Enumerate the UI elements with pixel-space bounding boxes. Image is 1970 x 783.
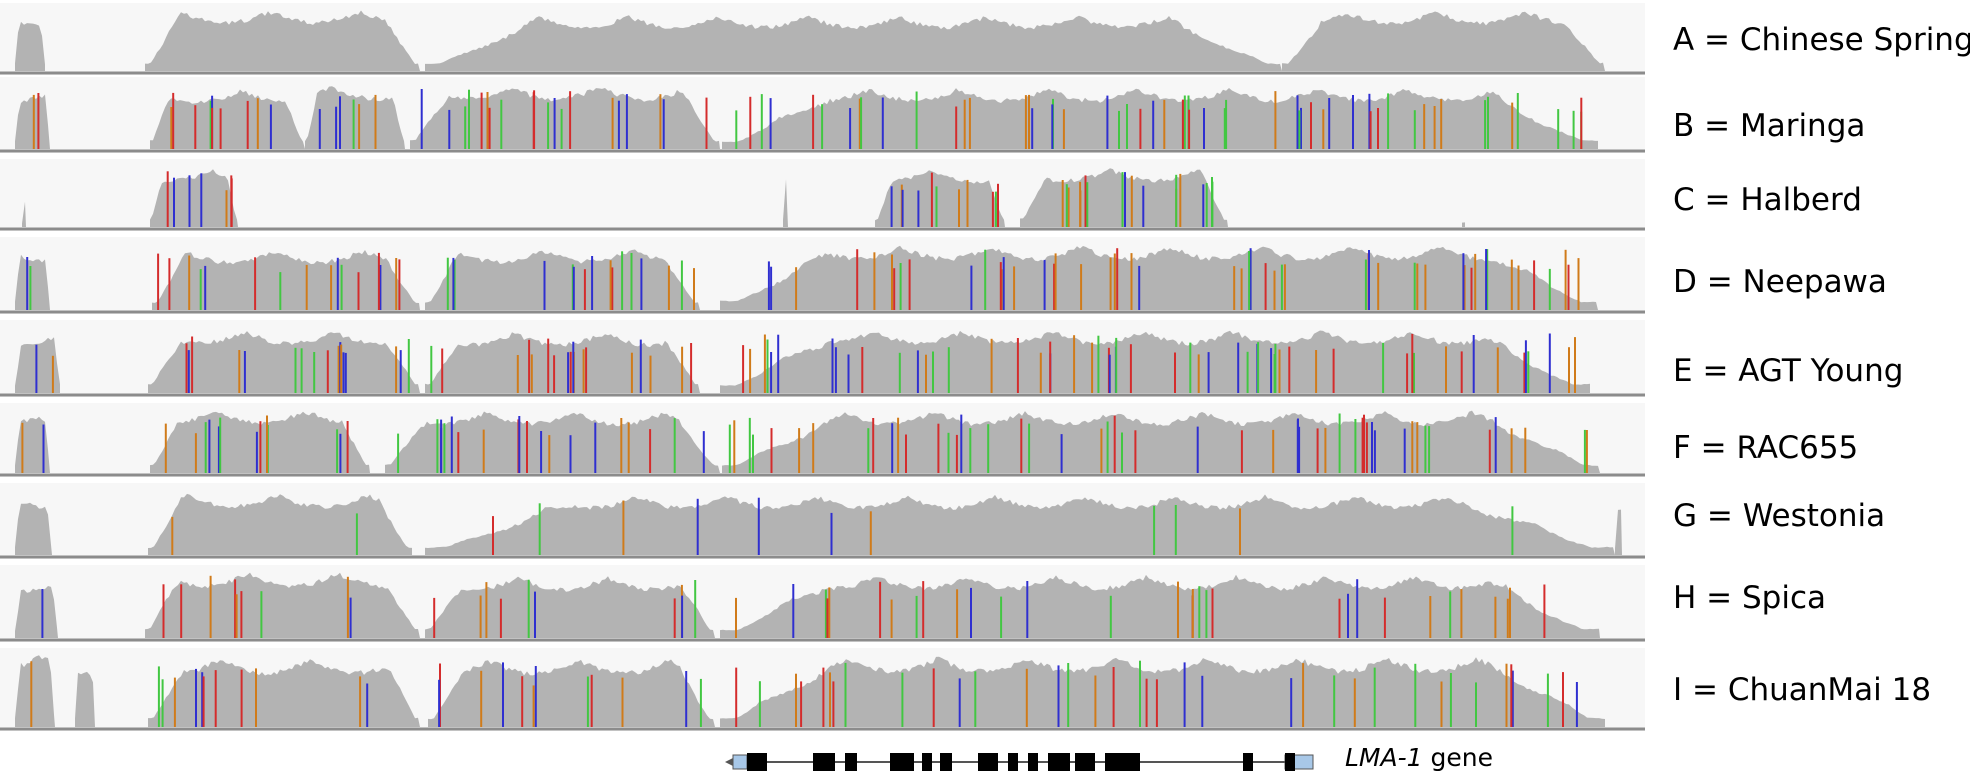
coverage-block — [425, 249, 700, 310]
gene-exon — [1105, 753, 1140, 771]
gene-suffix: gene — [1422, 743, 1493, 772]
gene-name: LMA-1 — [1345, 743, 1423, 772]
coverage-block — [15, 655, 55, 727]
gene-exon — [1285, 753, 1295, 771]
gene-exon — [1243, 753, 1253, 771]
gene-label: LMA-1 gene — [1345, 743, 1493, 772]
coverage-tracks — [0, 10, 1645, 771]
coverage-block — [15, 586, 58, 638]
coverage-block — [720, 656, 1605, 727]
coverage-block — [15, 21, 45, 71]
coverage-block — [1462, 222, 1465, 227]
coverage-block — [305, 86, 405, 149]
coverage-block — [150, 169, 238, 227]
sample-label-g: G = Westonia — [1673, 498, 1886, 534]
gene-exon — [747, 753, 767, 771]
sample-label-i: I = ChuanMai 18 — [1673, 672, 1932, 708]
gene-exon — [1008, 753, 1018, 771]
coverage-block — [145, 10, 420, 71]
sample-label-c: C = Halberd — [1673, 182, 1862, 218]
coverage-block — [722, 410, 1600, 473]
coverage-block — [425, 494, 1615, 555]
sample-label-d: D = Neepawa — [1673, 264, 1887, 300]
coverage-block — [1615, 509, 1622, 555]
coverage-block — [148, 331, 420, 393]
coverage-block — [720, 330, 1590, 393]
gene-exon — [940, 753, 952, 771]
coverage-block — [150, 89, 305, 149]
coverage-block — [75, 671, 95, 727]
gene-exon — [845, 753, 857, 771]
coverage-block — [22, 201, 26, 227]
sample-label-e: E = AGT Young — [1673, 353, 1904, 389]
sample-label-f: F = RAC655 — [1673, 430, 1859, 466]
coverage-block — [15, 94, 50, 149]
gene-exon — [1048, 753, 1070, 771]
coverage-block — [15, 502, 52, 555]
coverage-block — [720, 574, 1600, 638]
coverage-block — [15, 337, 60, 393]
gene-exon — [890, 753, 914, 771]
sample-label-b: B = Maringa — [1673, 108, 1866, 144]
track-background — [0, 159, 1645, 231]
coverage-block — [15, 254, 50, 310]
gene-exon — [1028, 753, 1038, 771]
coverage-block — [425, 15, 1282, 71]
gene-utr — [732, 754, 748, 770]
sample-label-a: A = Chinese Spring — [1673, 22, 1970, 58]
gene-exon — [1075, 753, 1095, 771]
coverage-block — [15, 416, 50, 473]
coverage-block — [152, 250, 420, 310]
gene-exon — [978, 753, 998, 771]
strand-arrow-icon — [725, 758, 733, 766]
gene-exon — [922, 753, 932, 771]
coverage-block — [425, 576, 715, 638]
coverage-block — [385, 411, 720, 473]
coverage-block — [428, 659, 715, 727]
coverage-block — [1282, 11, 1605, 71]
coverage-block — [783, 179, 788, 227]
sample-label-h: H = Spica — [1673, 580, 1827, 616]
gene-exon — [813, 753, 835, 771]
coverage-block — [875, 170, 1005, 227]
coverage-block — [148, 493, 412, 555]
